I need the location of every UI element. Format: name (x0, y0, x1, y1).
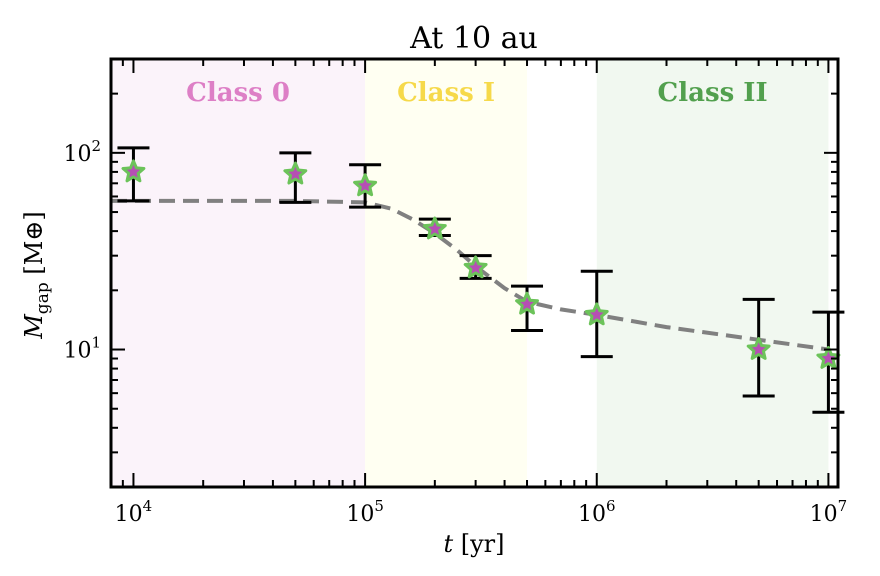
y-axis-label: Mgap [M⊕] (20, 211, 53, 340)
y-tick-label: 102 (63, 137, 101, 167)
region-label: Class 0 (186, 78, 290, 108)
x-tick-base: 10 (115, 502, 143, 527)
x-tick-exponent: 7 (838, 497, 848, 515)
data-point (353, 173, 378, 197)
region-band (596, 59, 829, 487)
data-point (422, 216, 447, 240)
y-tick-base: 10 (63, 339, 91, 364)
y-tick-exponent: 2 (91, 137, 101, 155)
data-point (816, 346, 841, 369)
x-tick-exponent: 4 (143, 497, 153, 515)
x-tick-exponent: 6 (606, 497, 616, 515)
x-tick-exponent: 5 (374, 497, 384, 515)
y-tick-exponent: 1 (91, 334, 101, 352)
fit-curve-layer (111, 198, 829, 352)
y-tick-label: 101 (63, 334, 101, 364)
x-axis-label: t [yr] (443, 530, 504, 558)
data-point (584, 302, 609, 326)
x-tick-base: 10 (346, 502, 374, 527)
x-tick-base: 10 (578, 502, 606, 527)
y-tick-base: 10 (63, 142, 91, 167)
region-band (365, 59, 528, 487)
plot-frame (109, 57, 840, 489)
region-label: Class II (658, 78, 768, 108)
data-point (515, 291, 539, 315)
x-tick-labels: 104 105 106 107 (115, 497, 848, 527)
class-region-labels: Class 0 Class I Class II (186, 78, 767, 108)
markers-layer (121, 159, 841, 369)
x-tick-label: 105 (346, 497, 384, 527)
data-point (121, 159, 146, 183)
x-tick-label: 107 (810, 497, 848, 527)
fit-curve (111, 198, 829, 352)
chart-title: At 10 au (409, 21, 538, 56)
region-band (111, 59, 366, 487)
data-point (463, 255, 488, 279)
data-point (283, 161, 308, 185)
x-tick-label: 104 (115, 497, 153, 527)
x-tick-base: 10 (810, 502, 838, 527)
class-regions (111, 59, 829, 487)
data-point (746, 337, 771, 360)
region-label: Class I (397, 78, 495, 108)
x-tick-label: 106 (578, 497, 616, 527)
